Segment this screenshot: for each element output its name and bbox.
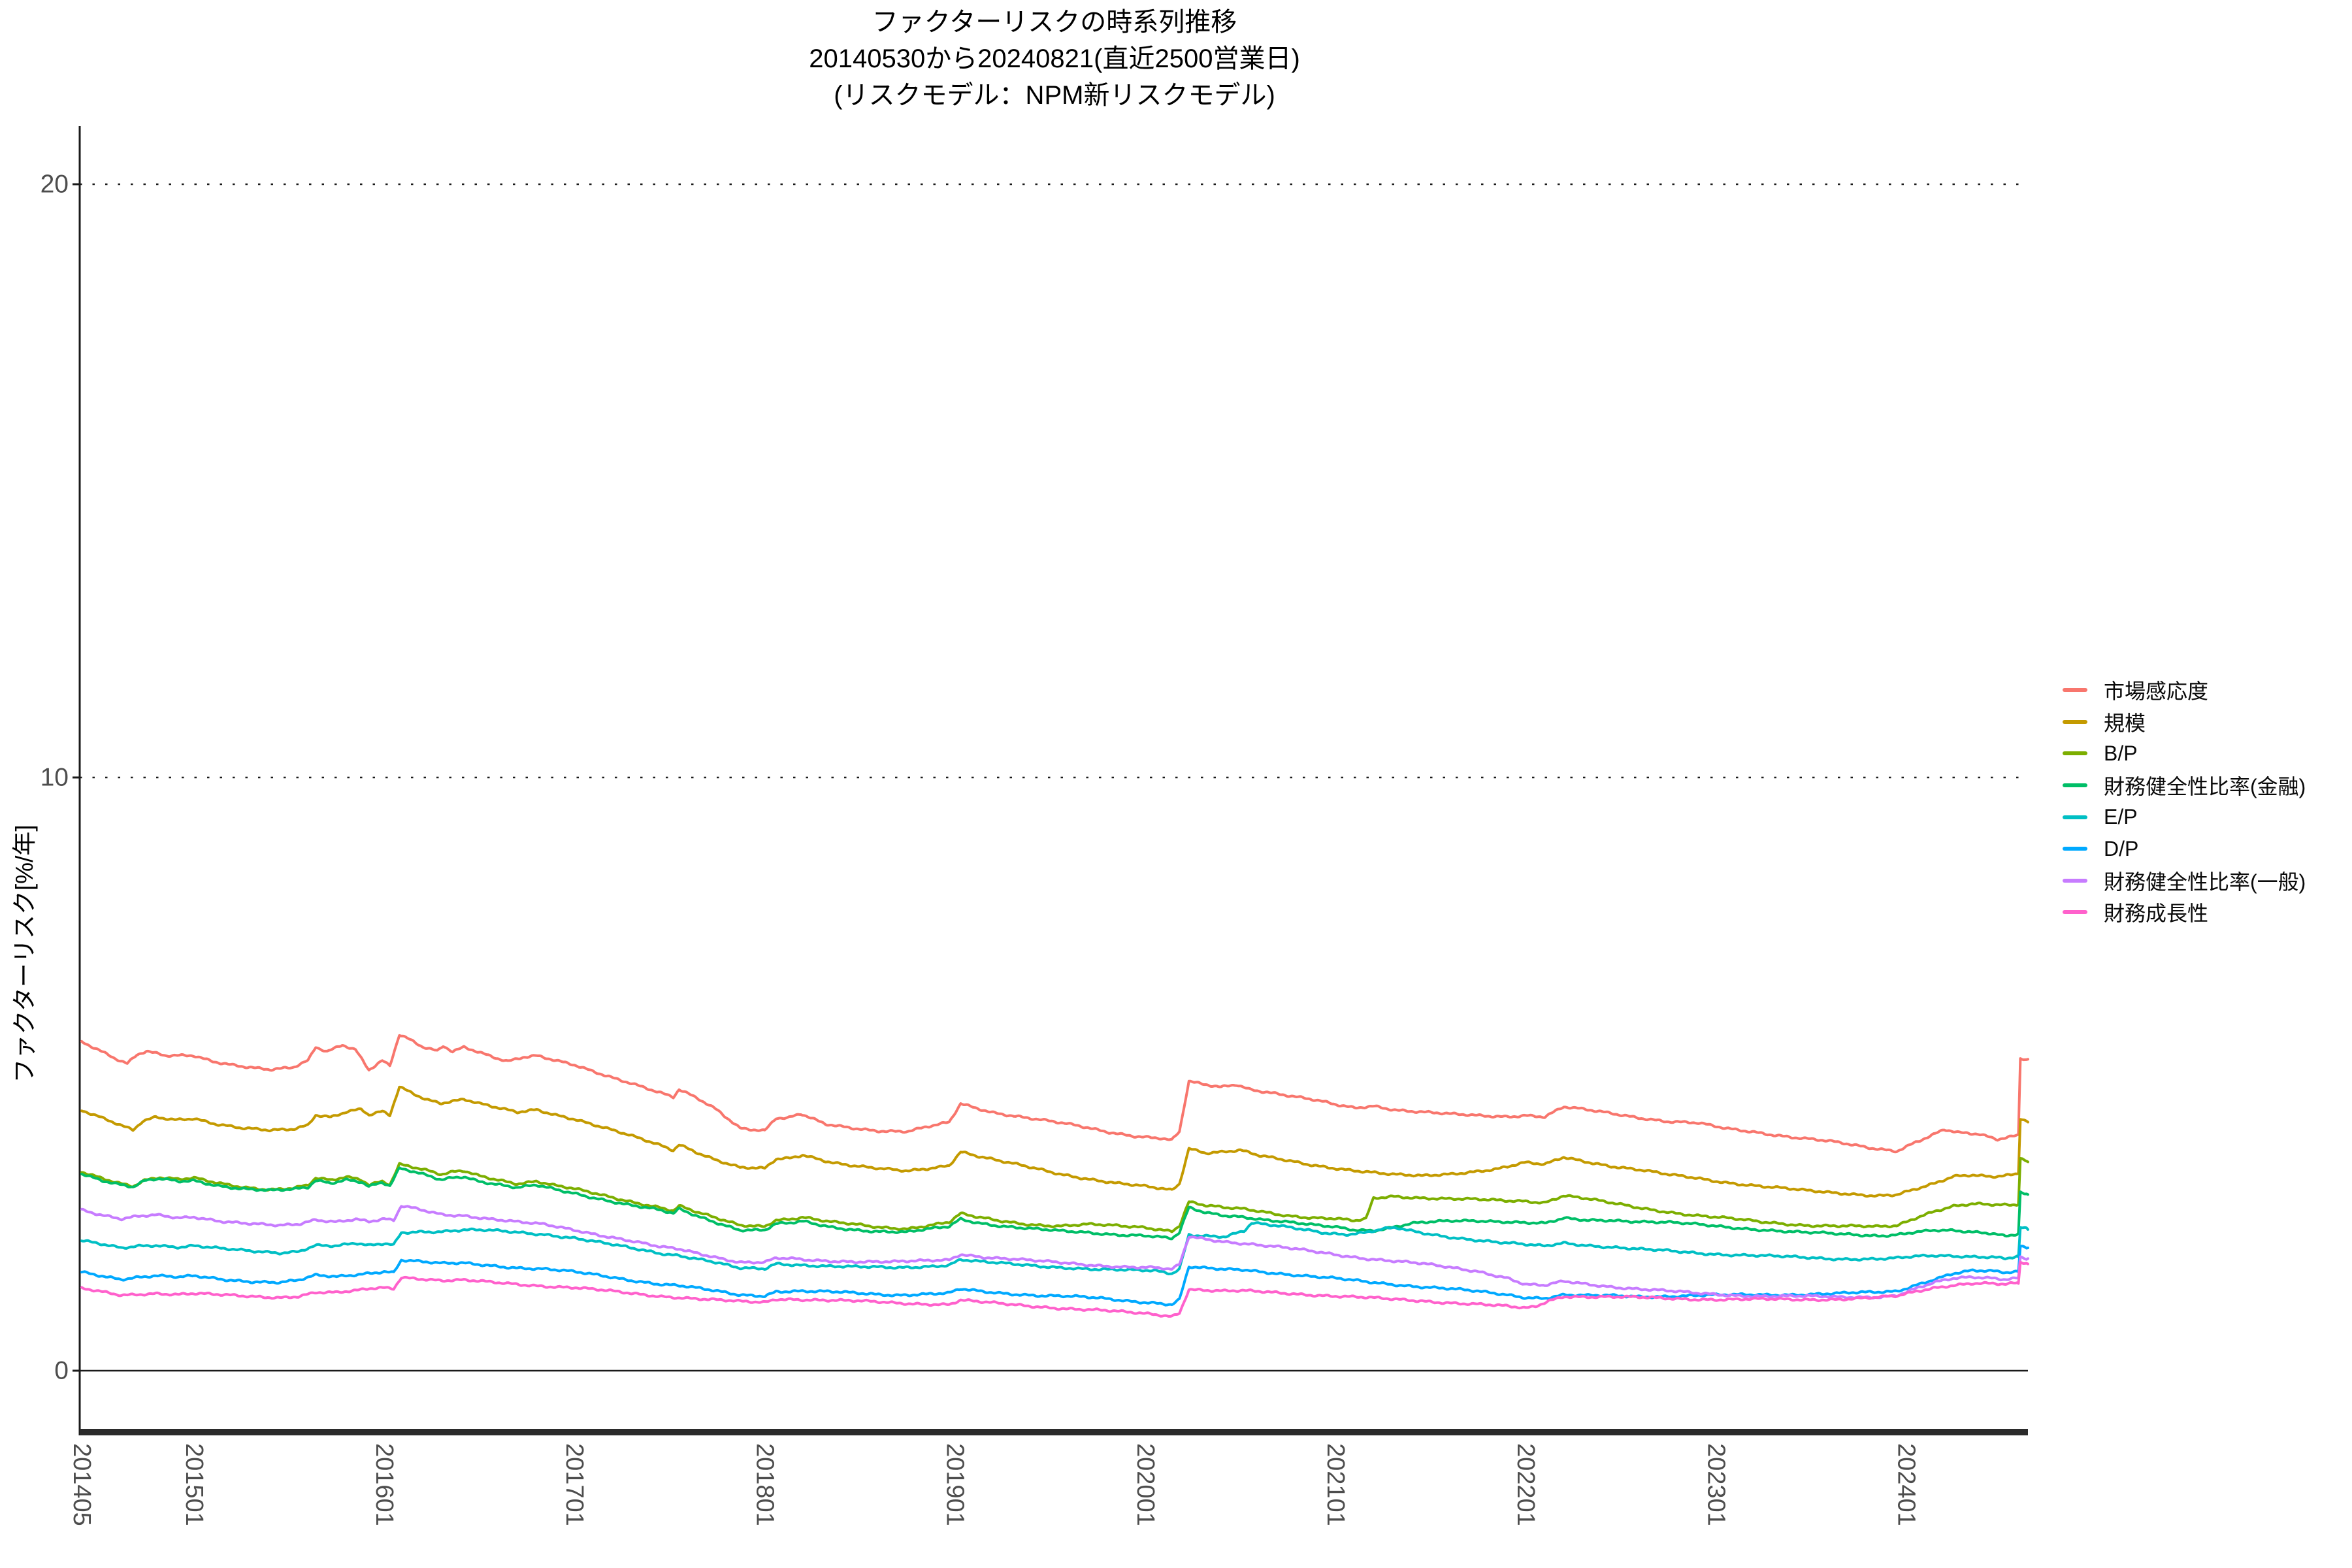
x-tick-label: 202101 [1322,1443,1349,1526]
legend-item-8: 財務成長性 [2063,896,2306,928]
x-tick-label: 201801 [751,1443,778,1526]
legend-swatch-icon [2063,688,2087,693]
series-line-7 [80,1205,2029,1299]
series-line-8 [80,1260,2029,1318]
legend-label: E/P [2104,805,2138,829]
x-tick-label: 201405 [68,1443,95,1526]
x-tick-label: 201601 [370,1443,398,1526]
chart-legend: 市場感応度規模 B/P 財務健全性比率(金融) E/P D/P 財務健全性比率(一般) 財務… [2063,674,2306,928]
legend-label: 財務成長性 [2104,902,2209,926]
x-tick-label: 202201 [1512,1443,1539,1526]
legend-swatch-icon [2063,878,2087,883]
chart-title-line1: ファクターリスクの時系列推移 [872,8,1237,37]
legend-item-2: 規模 [2063,706,2306,738]
y-tick-label: 10 [41,764,69,792]
legend-swatch-icon [2063,783,2087,788]
y-tick-label: 20 [41,171,69,199]
legend-label: B/P [2104,741,2138,765]
series-line-6 [80,1245,2029,1307]
x-tick-label: 201701 [561,1443,588,1526]
series-line-3 [80,1156,2029,1233]
x-tick-label: 202001 [1132,1443,1159,1526]
legend-label: 市場感応度 [2104,679,2209,704]
legend-item-7: 財務健全性比率(一般) [2063,865,2306,897]
legend-item-5: E/P [2063,801,2306,833]
legend-swatch-icon [2063,815,2087,819]
legend-item-6: D/P [2063,833,2306,865]
chart-title-line2: 20140530から20240821(直近2500営業日) [809,44,1300,73]
legend-label: 財務健全性比率(金融) [2104,775,2306,799]
series-line-4 [80,1166,2029,1241]
chart-title-block: ファクターリスクの時系列推移 20140530から20240821(直近2500… [809,4,1300,114]
legend-swatch-icon [2063,847,2087,851]
chart-title-line3: (リスクモデル：NPM新リスクモデル) [834,81,1275,110]
y-tick-label: 0 [54,1357,69,1385]
legend-label: 規模 [2104,711,2146,735]
legend-swatch-icon [2063,751,2087,756]
legend-label: 財務健全性比率(一般) [2104,870,2306,894]
x-tick-label: 201501 [180,1443,208,1526]
series-line-1 [80,1034,2029,1154]
legend-item-1: 市場感応度 [2063,674,2306,706]
x-tick-label: 201901 [941,1443,969,1526]
legend-swatch-icon [2063,910,2087,915]
x-axis-bar [80,1429,2028,1435]
legend-swatch-icon [2063,719,2087,724]
x-tick-label: 202301 [1702,1443,1729,1526]
legend-item-4: 財務健全性比率(金融) [2063,770,2306,802]
legend-label: D/P [2104,836,2139,860]
x-tick-label: 202401 [1893,1443,1920,1526]
legend-item-3: B/P [2063,738,2306,770]
series-line-2 [80,1085,2029,1198]
series-line-5 [80,1221,2029,1275]
